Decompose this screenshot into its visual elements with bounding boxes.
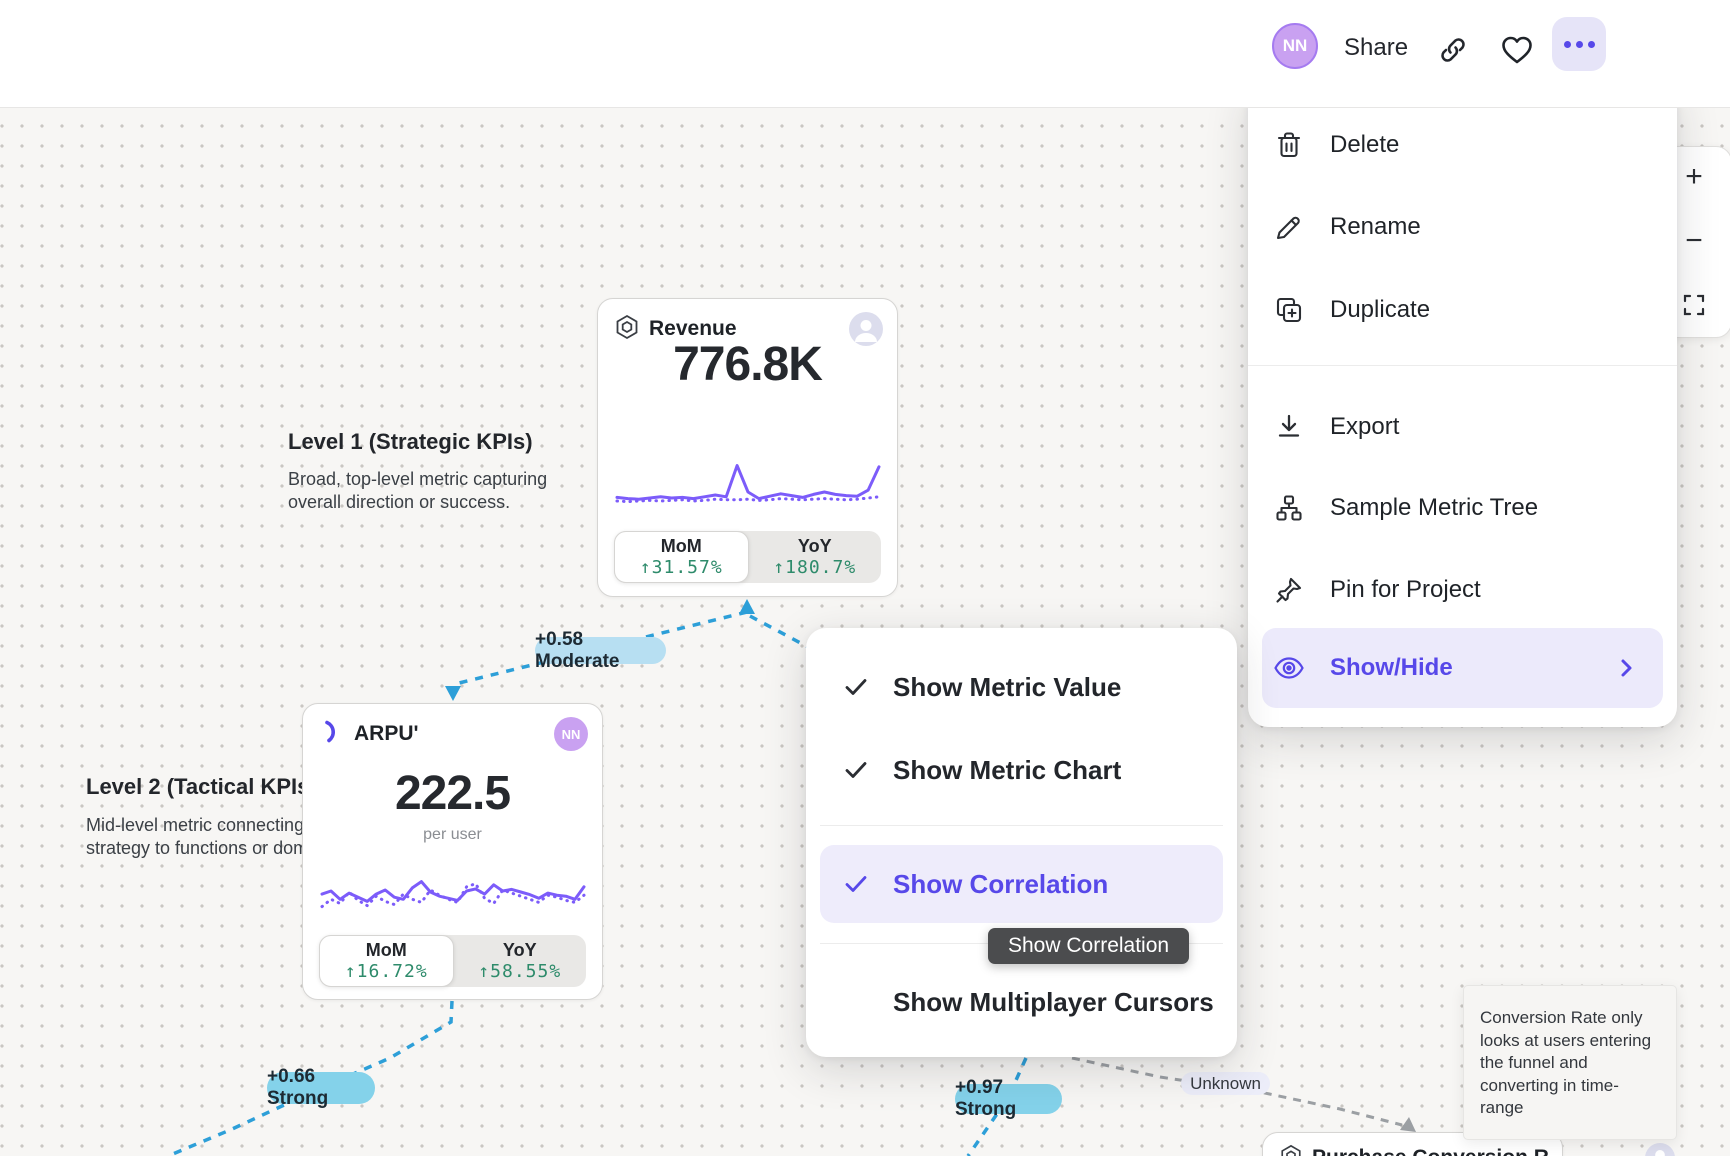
tab-yoy[interactable]: YoY ↑180.7% [773, 536, 857, 578]
submenu-item-show-correlation[interactable]: Show Correlation [820, 845, 1223, 923]
metric-card-arpu[interactable]: ARPU' NN 222.5 per user MoM ↑16.72% YoY … [302, 703, 603, 1000]
tab-mom[interactable]: MoM ↑16.72% [319, 935, 454, 987]
tab-mom[interactable]: MoM ↑31.57% [614, 531, 749, 583]
partial-avatar-icon [1645, 1143, 1675, 1156]
submenu-item-show-metric-value[interactable]: Show Metric Value [820, 655, 1223, 719]
submenu-item-show-metric-chart[interactable]: Show Metric Chart [820, 738, 1223, 802]
duplicate-icon [1273, 294, 1305, 326]
comparison-tabs: MoM ↑16.72% YoY ↑58.55% [319, 935, 586, 987]
fit-view-button[interactable] [1657, 277, 1730, 333]
checkmark-icon [843, 674, 869, 700]
menu-item-export[interactable]: Export [1262, 395, 1663, 459]
sparkline-chart [320, 880, 586, 909]
tab-yoy[interactable]: YoY ↑58.55% [478, 940, 562, 982]
hover-tooltip: Show Correlation [988, 928, 1190, 964]
level1-description: Broad, top-level metric capturing overal… [288, 469, 548, 512]
card-title: Revenue [649, 317, 737, 340]
menu-item-rename[interactable]: Rename [1262, 195, 1663, 259]
hexagon-metric-icon [1279, 1144, 1303, 1156]
eye-icon [1273, 652, 1305, 684]
menu-item-pin-for-project[interactable]: Pin for Project [1262, 558, 1663, 622]
metric-card-revenue[interactable]: Revenue 776.8K MoM ↑31.57% YoY ↑180.7% [597, 298, 898, 597]
card-title: Purchase Conversion R [1312, 1146, 1549, 1156]
metric-value: 222.5 [394, 767, 511, 820]
menu-divider [1248, 365, 1677, 366]
tree-icon [1273, 492, 1305, 524]
checkmark-icon [843, 871, 869, 897]
correlation-badge-revenue-arpu[interactable]: +0.58 Moderate [535, 629, 666, 672]
submenu-item-show-multiplayer-cursors[interactable]: Show Multiplayer Cursors [820, 970, 1223, 1034]
download-icon [1273, 411, 1305, 443]
menu-item-show-hide[interactable]: Show/Hide [1262, 628, 1663, 708]
menu-item-duplicate[interactable]: Duplicate [1262, 278, 1663, 342]
crescent-metric-icon [319, 719, 345, 750]
pushpin-icon [1273, 574, 1305, 606]
metric-value: 776.8K [673, 338, 823, 391]
expand-icon [1683, 294, 1705, 316]
correlation-badge-revenue-child[interactable]: +0.97 Strong [955, 1077, 1062, 1120]
zoom-in-button[interactable]: + [1685, 160, 1703, 193]
hexagon-metric-icon [614, 314, 640, 345]
trash-icon [1273, 129, 1305, 161]
owner-avatar-nn: NN [554, 717, 588, 751]
card-title: ARPU' [354, 722, 419, 745]
context-menu: Delete Rename Duplicate [1248, 82, 1677, 727]
checkmark-placeholder [843, 989, 869, 1015]
menu-item-sample-metric-tree[interactable]: Sample Metric Tree [1262, 476, 1663, 540]
level2-title: Level 2 (Tactical KPIs [86, 774, 310, 799]
zoom-out-button[interactable]: − [1685, 224, 1703, 257]
checkmark-icon [843, 757, 869, 783]
sparkline-chart [615, 464, 881, 504]
user-avatar[interactable]: NN [1272, 23, 1318, 69]
metric-unit: per user [423, 826, 482, 843]
submenu-divider [820, 825, 1223, 826]
correlation-badge-unknown[interactable]: Unknown [1181, 1072, 1270, 1095]
chevron-right-icon [1615, 657, 1637, 679]
pencil-icon [1273, 211, 1305, 243]
top-bar: NN Share [0, 0, 1730, 108]
comparison-tabs: MoM ↑31.57% YoY ↑180.7% [614, 531, 881, 583]
correlation-badge-arpu-child[interactable]: +0.66 Strong [267, 1066, 375, 1109]
more-options-button[interactable] [1552, 17, 1606, 71]
level1-title: Level 1 (Strategic KPIs) [288, 429, 533, 454]
menu-item-delete[interactable]: Delete [1262, 113, 1663, 177]
annotation-note: Conversion Rate only looks at users ente… [1463, 985, 1677, 1140]
favorite-heart-icon[interactable] [1499, 33, 1533, 67]
show-hide-submenu: Show Metric Value Show Metric Chart Show… [806, 628, 1237, 1057]
owner-avatar-icon [849, 312, 883, 346]
copy-link-icon[interactable] [1436, 33, 1470, 67]
share-button[interactable]: Share [1344, 34, 1409, 61]
level2-description: Mid-level metric connecting strategy to … [86, 815, 319, 858]
